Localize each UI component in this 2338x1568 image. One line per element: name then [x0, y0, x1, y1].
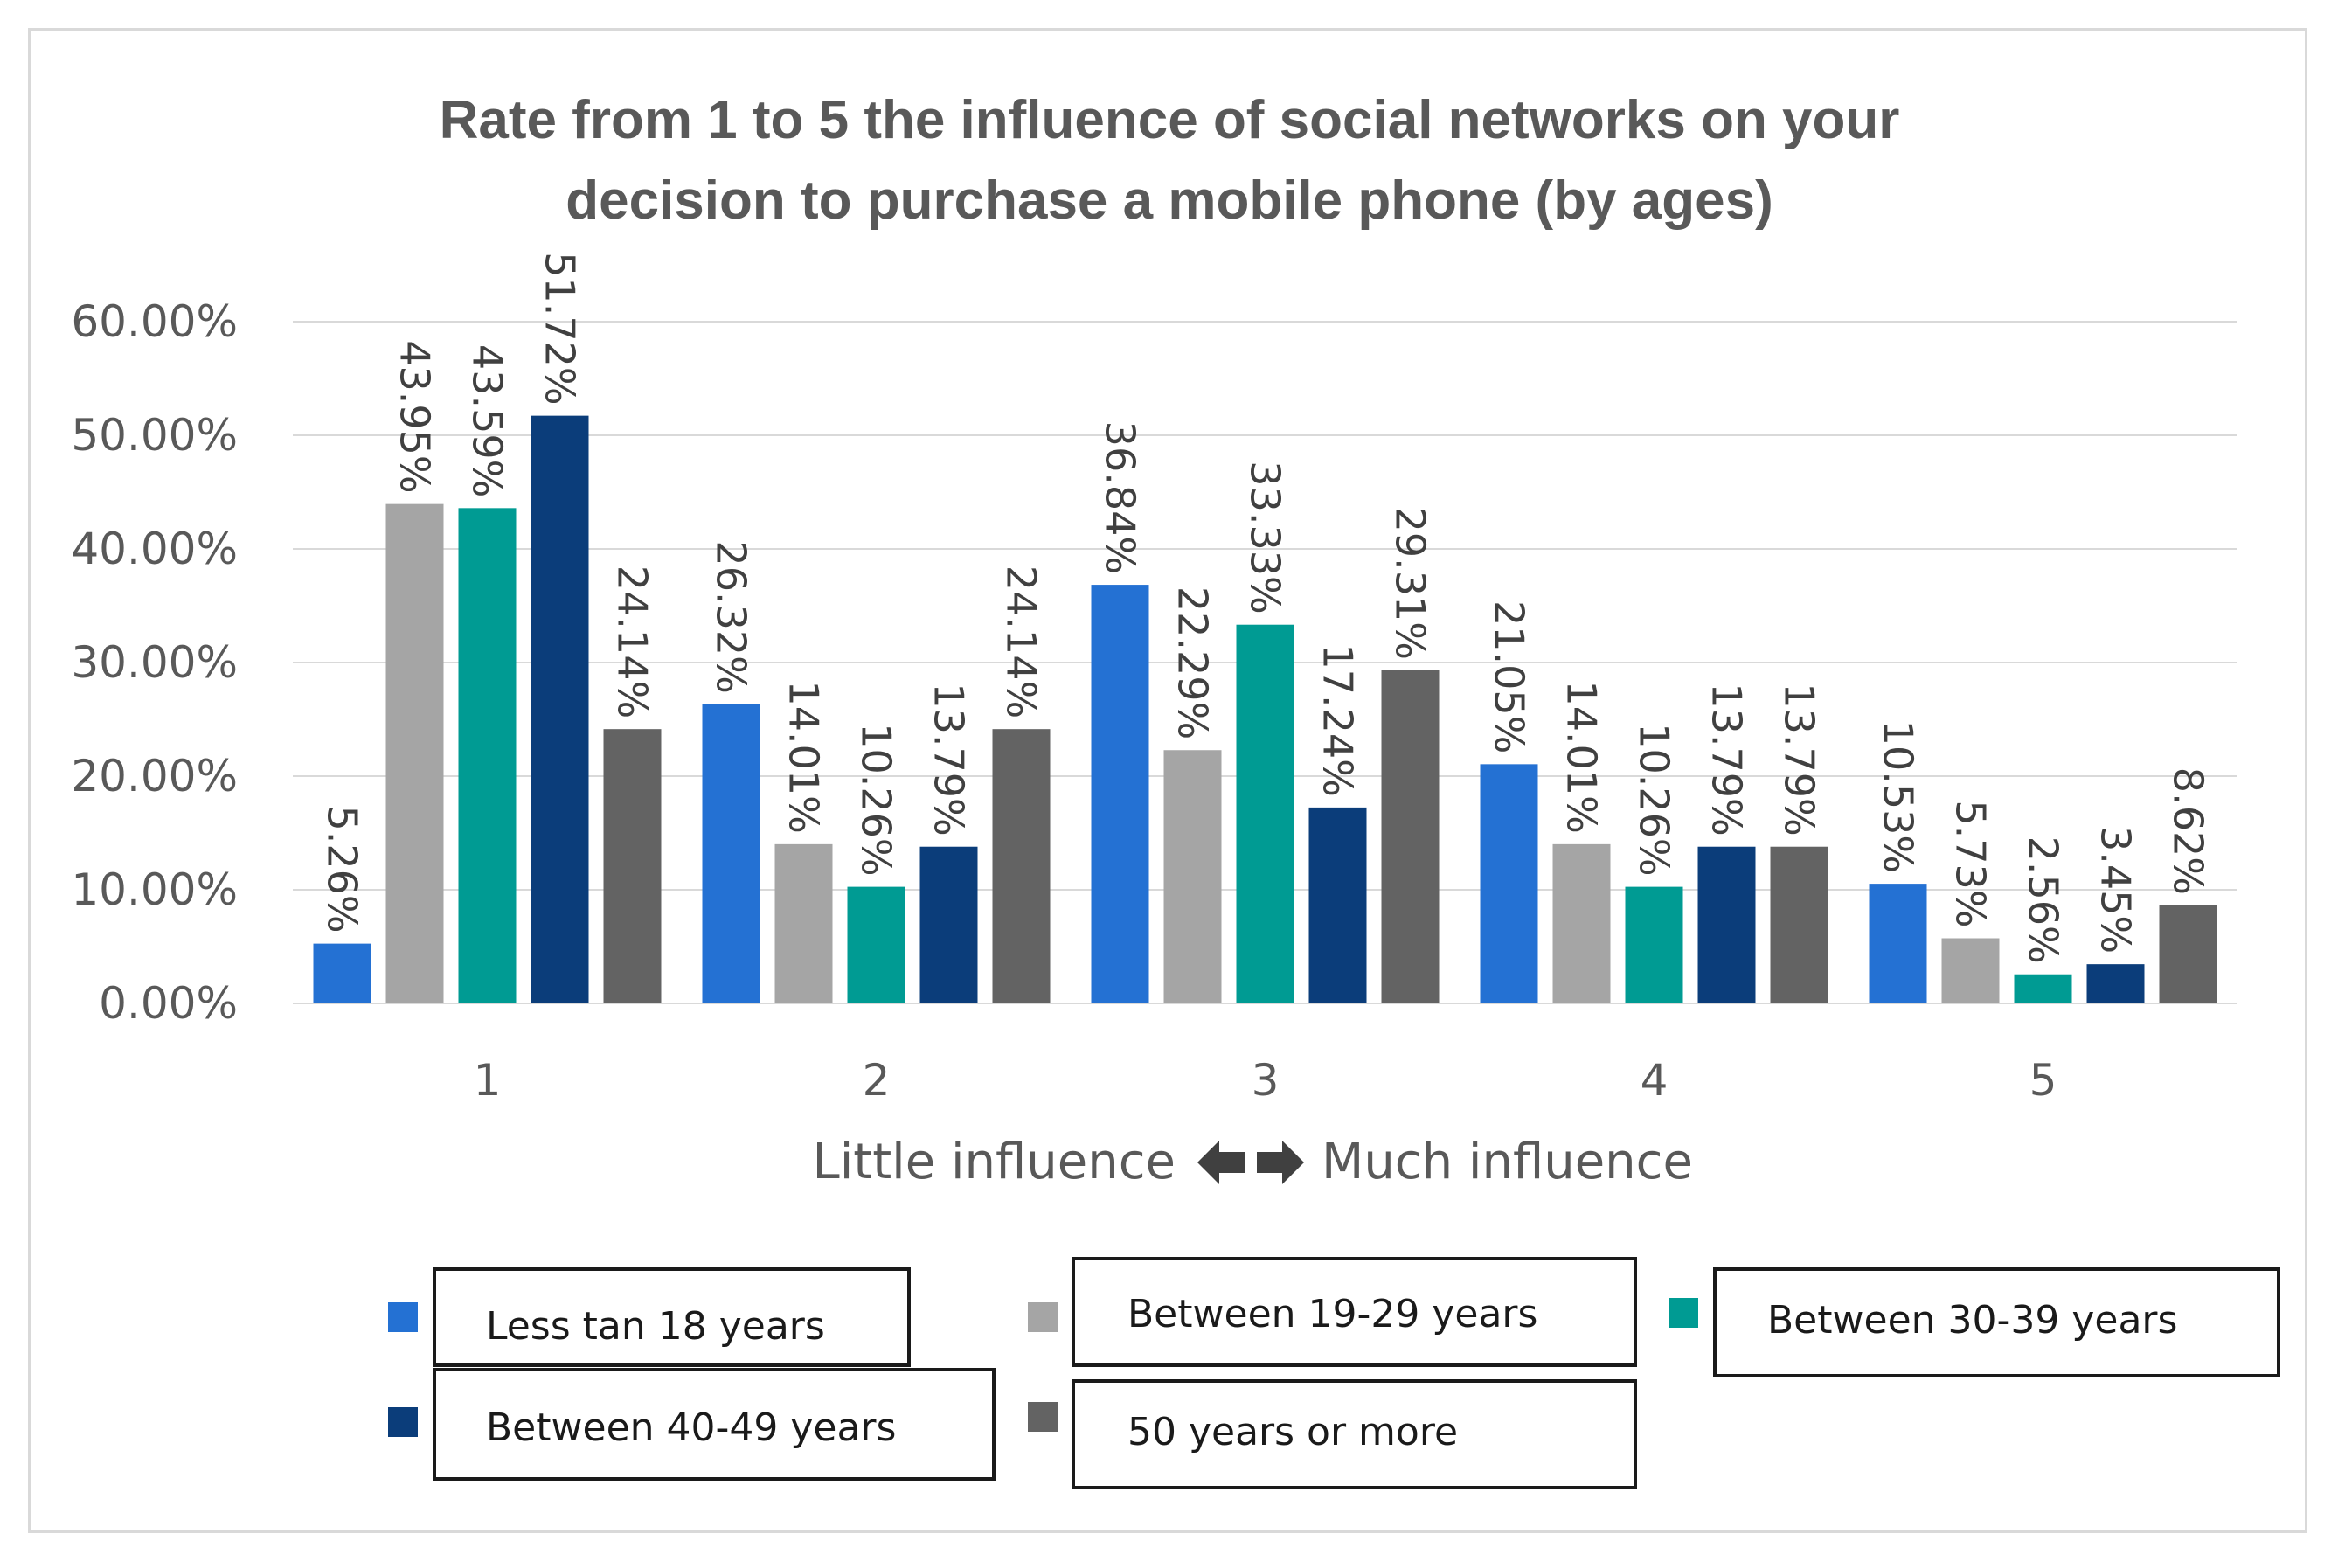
legend-swatch [388, 1407, 418, 1437]
x-tick-label: 5 [2029, 1055, 2057, 1106]
legend-box [433, 1368, 996, 1481]
data-label: 51.72% [537, 252, 584, 405]
data-label: 10.26% [853, 723, 900, 876]
data-label: 29.31% [1387, 507, 1434, 660]
legend-box [433, 1267, 911, 1367]
bar [2014, 974, 2072, 1003]
data-labels: 5.26% 43.95% 43.59% 51.72% 24.14% 26.32% 14.01… [319, 252, 2212, 963]
data-label: 8.62% [2165, 767, 2212, 895]
data-label: 2.56% [2020, 836, 2067, 964]
x-tick-label: 2 [863, 1055, 891, 1106]
bar [531, 415, 589, 1003]
legend-label: Between 40-49 years [486, 1405, 896, 1450]
legend-swatch [1669, 1298, 1698, 1328]
chart-title-line-2: decision to purchase a mobile phone (by … [565, 170, 1773, 231]
data-label: 10.53% [1875, 720, 1922, 873]
bar [2086, 964, 2145, 1003]
bar [2159, 905, 2217, 1003]
bars [313, 415, 2217, 1003]
data-label: 24.14% [998, 565, 1045, 718]
data-label: 33.33% [1242, 461, 1289, 614]
data-label: 43.95% [392, 340, 439, 493]
bar [1552, 843, 1611, 1003]
data-label: 26.32% [708, 540, 755, 693]
x-tick-label: 1 [474, 1055, 502, 1106]
bar [313, 943, 371, 1003]
data-label: 13.79% [926, 683, 973, 836]
y-tick-label: 40.00% [71, 524, 238, 574]
bar [919, 846, 978, 1003]
x-axis-ticks: 1 2 3 4 5 [474, 1055, 2057, 1106]
legend-label: Between 30-39 years [1767, 1298, 2177, 1343]
legend: Less tan 18 years Between 19-29 years Betw… [388, 1257, 2280, 1489]
legend-swatch [1028, 1302, 1058, 1332]
legend-swatch [388, 1302, 418, 1332]
bar [1625, 886, 1683, 1003]
data-label: 24.14% [609, 565, 656, 718]
bar [1381, 670, 1440, 1003]
chart-title: Rate from 1 to 5 the influence of social… [440, 90, 1900, 231]
bar [847, 886, 905, 1003]
data-label: 5.26% [319, 805, 366, 933]
x-axis-label-left: Little influence [813, 1134, 1176, 1190]
y-tick-label: 60.00% [71, 296, 238, 347]
bar [702, 704, 760, 1003]
data-label: 21.05% [1486, 600, 1533, 753]
data-label: 3.45% [2092, 826, 2140, 954]
y-tick-label: 20.00% [71, 751, 238, 801]
data-label: 13.79% [1776, 683, 1823, 836]
data-label: 17.24% [1315, 643, 1362, 796]
bar [1697, 846, 1756, 1003]
y-tick-label: 10.00% [71, 864, 238, 915]
legend-box [1713, 1267, 2280, 1377]
x-axis-label-right: Much influence [1322, 1134, 1693, 1190]
x-tick-label: 3 [1252, 1055, 1280, 1106]
bar [1869, 884, 1927, 1003]
x-axis-label: Little influence Much influence [813, 1134, 1693, 1190]
data-label: 14.01% [780, 680, 828, 833]
legend-label: 50 years or more [1127, 1410, 1458, 1454]
legend-label: Between 19-29 years [1127, 1292, 1537, 1336]
data-label: 10.26% [1631, 723, 1678, 876]
bar [1480, 764, 1538, 1003]
bar [1941, 938, 2000, 1003]
legend-swatch [1028, 1402, 1058, 1432]
data-label: 36.84% [1097, 421, 1144, 574]
bar [774, 843, 833, 1003]
y-tick-label: 50.00% [71, 410, 238, 461]
legend-label: Less tan 18 years [486, 1304, 825, 1349]
bar [992, 729, 1051, 1003]
y-axis-ticks: 0.00% 10.00% 20.00% 30.00% 40.00% 50.00% 60.00… [71, 296, 238, 1029]
x-tick-label: 4 [1641, 1055, 1669, 1106]
bar [1163, 750, 1222, 1003]
bar [603, 729, 662, 1003]
bar [1091, 585, 1149, 1003]
right-arrow-icon [1257, 1141, 1304, 1184]
bar [1770, 846, 1828, 1003]
bar [1308, 807, 1367, 1003]
bar [385, 503, 444, 1003]
data-label: 22.29% [1169, 586, 1217, 739]
legend-box [1072, 1379, 1637, 1489]
bar [458, 508, 517, 1003]
legend-box [1072, 1257, 1637, 1367]
left-arrow-icon [1197, 1141, 1245, 1184]
chart-title-line-1: Rate from 1 to 5 the influence of social… [440, 90, 1900, 150]
data-label: 13.79% [1703, 683, 1751, 836]
y-tick-label: 30.00% [71, 637, 238, 688]
data-label: 43.59% [464, 344, 511, 497]
data-label: 5.73% [1947, 800, 1995, 927]
bar [1236, 624, 1294, 1003]
left-right-arrow-icon [1197, 1141, 1304, 1184]
y-tick-label: 0.00% [99, 978, 238, 1029]
data-label: 14.01% [1558, 680, 1606, 833]
